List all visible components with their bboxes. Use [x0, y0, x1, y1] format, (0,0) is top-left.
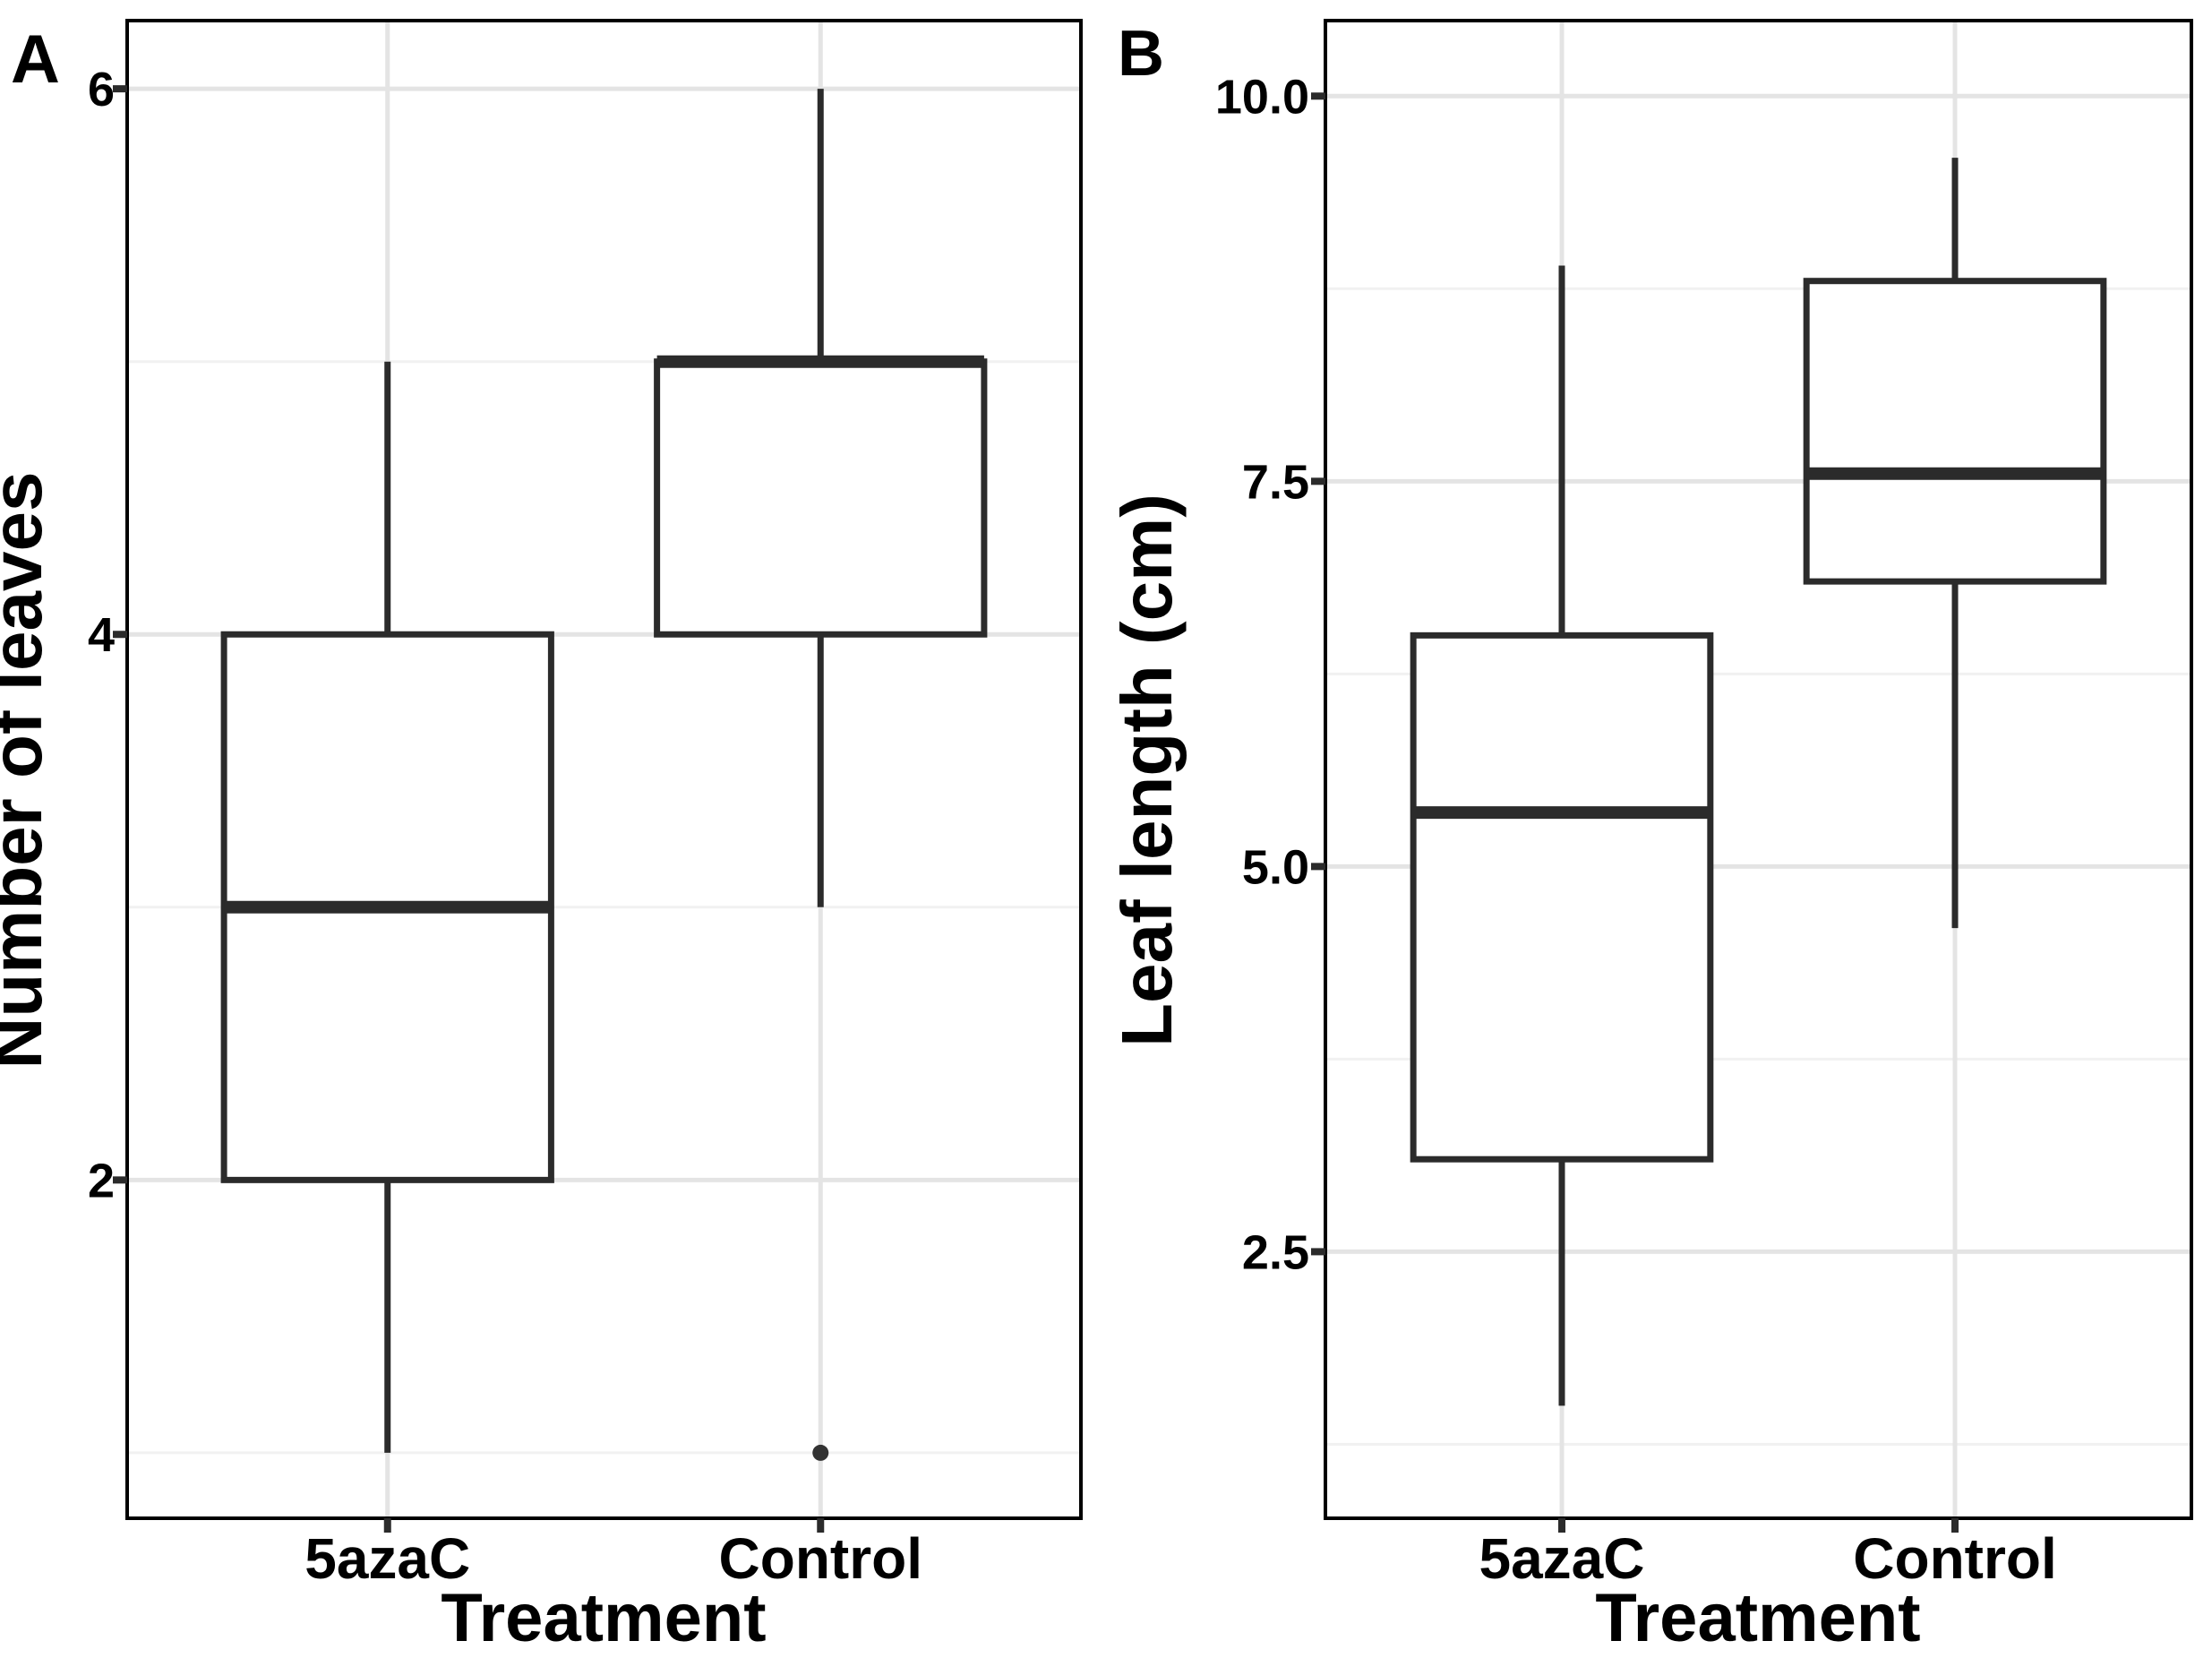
y-tick-label: 5.0	[1242, 840, 1309, 894]
box	[1803, 278, 2107, 585]
panel-tag: A	[11, 21, 60, 98]
y-tick-label: 7.5	[1242, 455, 1309, 509]
panel-tag: B	[1118, 18, 1164, 90]
x-category-label: 5azaC	[1479, 1526, 1644, 1591]
y-tick-label: 6	[88, 63, 115, 116]
x-axis-title: Treatment	[441, 1580, 766, 1656]
x-axis-title: Treatment	[1595, 1580, 1920, 1656]
y-tick-label: 4	[88, 608, 115, 662]
y-axis-title: Number of leaves	[0, 472, 56, 1070]
panel-border	[1324, 19, 2193, 1520]
box	[654, 358, 988, 638]
box	[1410, 631, 1714, 1163]
y-tick-label: 2.5	[1242, 1225, 1309, 1279]
x-category-label: 5azaC	[304, 1526, 470, 1591]
y-tick-label: 2	[88, 1154, 115, 1207]
y-tick-label: 10.0	[1215, 70, 1309, 124]
x-category-label: Control	[1853, 1526, 2057, 1591]
panel-border	[125, 19, 1083, 1520]
x-category-label: Control	[719, 1526, 923, 1591]
outlier-point	[812, 1444, 829, 1461]
y-axis-title: Leaf length (cm)	[1107, 494, 1187, 1047]
